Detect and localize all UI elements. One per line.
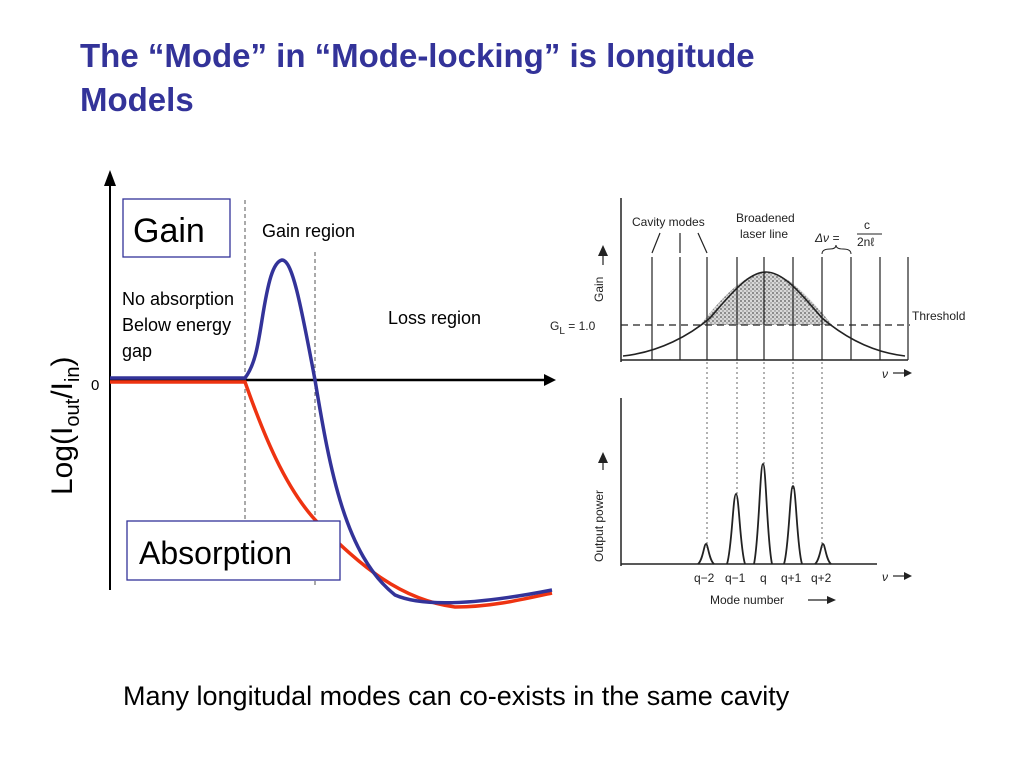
gain-above-threshold-fill xyxy=(700,272,832,325)
loss-region-label: Loss region xyxy=(388,308,481,328)
slide-caption: Many longitudal modes can co-exists in t… xyxy=(123,681,790,711)
absorption-curve xyxy=(110,380,553,609)
mode-spacing-numerator: c xyxy=(864,218,870,232)
mode-label-q-minus-2: q−2 xyxy=(694,571,715,585)
threshold-value-label: GL = 1.0 xyxy=(550,319,596,337)
mode-label-q-minus-1: q−1 xyxy=(725,571,746,585)
top-y-label-arrow xyxy=(598,245,608,256)
output-peak-q-minus-2 xyxy=(697,543,715,565)
output-peak-q-plus-2 xyxy=(814,543,832,565)
spacing-brace xyxy=(821,244,852,255)
output-peak-q-minus-1 xyxy=(726,493,746,565)
output-peak-q-plus-1 xyxy=(783,485,803,565)
broadened-label-line2: laser line xyxy=(740,227,788,241)
title-line-1: The “Mode” in “Mode-locking” is longitud… xyxy=(80,37,755,74)
mode-spacing-denominator: 2nℓ xyxy=(857,235,874,249)
absorption-box-label: Absorption xyxy=(139,535,292,571)
top-x-label-arrowhead xyxy=(904,369,912,377)
left-x-axis-arrow xyxy=(544,374,556,386)
gain-box xyxy=(122,198,231,258)
pointer-arrow xyxy=(697,232,708,254)
mode-connectors xyxy=(706,362,823,548)
zero-tick-label: 0 xyxy=(91,377,99,394)
pointer-arrow xyxy=(651,232,661,254)
output-peak-q xyxy=(753,463,773,565)
top-y-label: Gain xyxy=(592,277,606,302)
bottom-x-label-arrowhead xyxy=(904,572,912,580)
slide-title: The “Mode” in “Mode-locking” is longitud… xyxy=(80,34,980,122)
bottom-y-label-arrow xyxy=(598,452,608,463)
no-absorption-line3: gap xyxy=(122,341,152,361)
mode-label-q: q xyxy=(760,571,767,585)
right-bottom-plot: Output power q−2 q−1 q q+1 q+2 ν Mode nu… xyxy=(592,398,912,607)
gain-curve xyxy=(110,258,553,605)
mode-number-title: Mode number xyxy=(710,593,784,607)
gain-box-label: Gain xyxy=(133,212,205,250)
left-y-axis-arrow xyxy=(104,170,116,186)
threshold-label: Threshold xyxy=(912,309,965,323)
cavity-modes-label: Cavity modes xyxy=(632,215,705,229)
mode-label-q-plus-2: q+2 xyxy=(811,571,832,585)
broadened-gain-curve xyxy=(622,271,906,357)
no-absorption-line2: Below energy xyxy=(122,315,231,335)
mode-number-arrowhead xyxy=(827,596,836,604)
cavity-mode-lines xyxy=(651,257,909,360)
right-top-plot: Cavity modes Broadened laser line Δν = c… xyxy=(550,198,965,381)
bottom-y-label: Output power xyxy=(592,490,606,562)
title-line-2: Models xyxy=(80,81,194,118)
gain-region-label: Gain region xyxy=(262,221,355,241)
mode-spacing-formula: Δν = xyxy=(814,231,839,245)
mode-label-q-plus-1: q+1 xyxy=(781,571,802,585)
bottom-x-label: ν xyxy=(882,570,888,584)
broadened-label-line1: Broadened xyxy=(736,211,795,225)
y-axis-label: Log(Iout/Iin) xyxy=(46,357,84,495)
absorption-box xyxy=(126,520,341,581)
no-absorption-line1: No absorption xyxy=(122,289,234,309)
top-x-label: ν xyxy=(882,367,888,381)
left-plot: 0 Log(Iout/Iin) Gain Absorption Gain reg… xyxy=(46,170,556,609)
